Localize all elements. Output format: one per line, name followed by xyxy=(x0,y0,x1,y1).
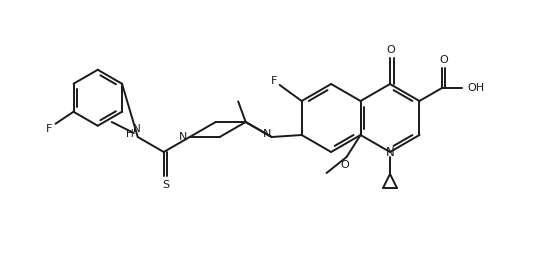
Text: N: N xyxy=(262,129,271,139)
Text: F: F xyxy=(270,76,277,86)
Text: O: O xyxy=(340,160,349,170)
Text: O: O xyxy=(387,45,395,55)
Text: O: O xyxy=(440,55,448,65)
Text: H: H xyxy=(126,129,134,139)
Text: N: N xyxy=(133,124,140,134)
Text: F: F xyxy=(46,124,53,134)
Text: N: N xyxy=(386,146,394,158)
Text: S: S xyxy=(162,180,169,190)
Text: OH: OH xyxy=(467,83,485,93)
Text: N: N xyxy=(178,132,187,142)
